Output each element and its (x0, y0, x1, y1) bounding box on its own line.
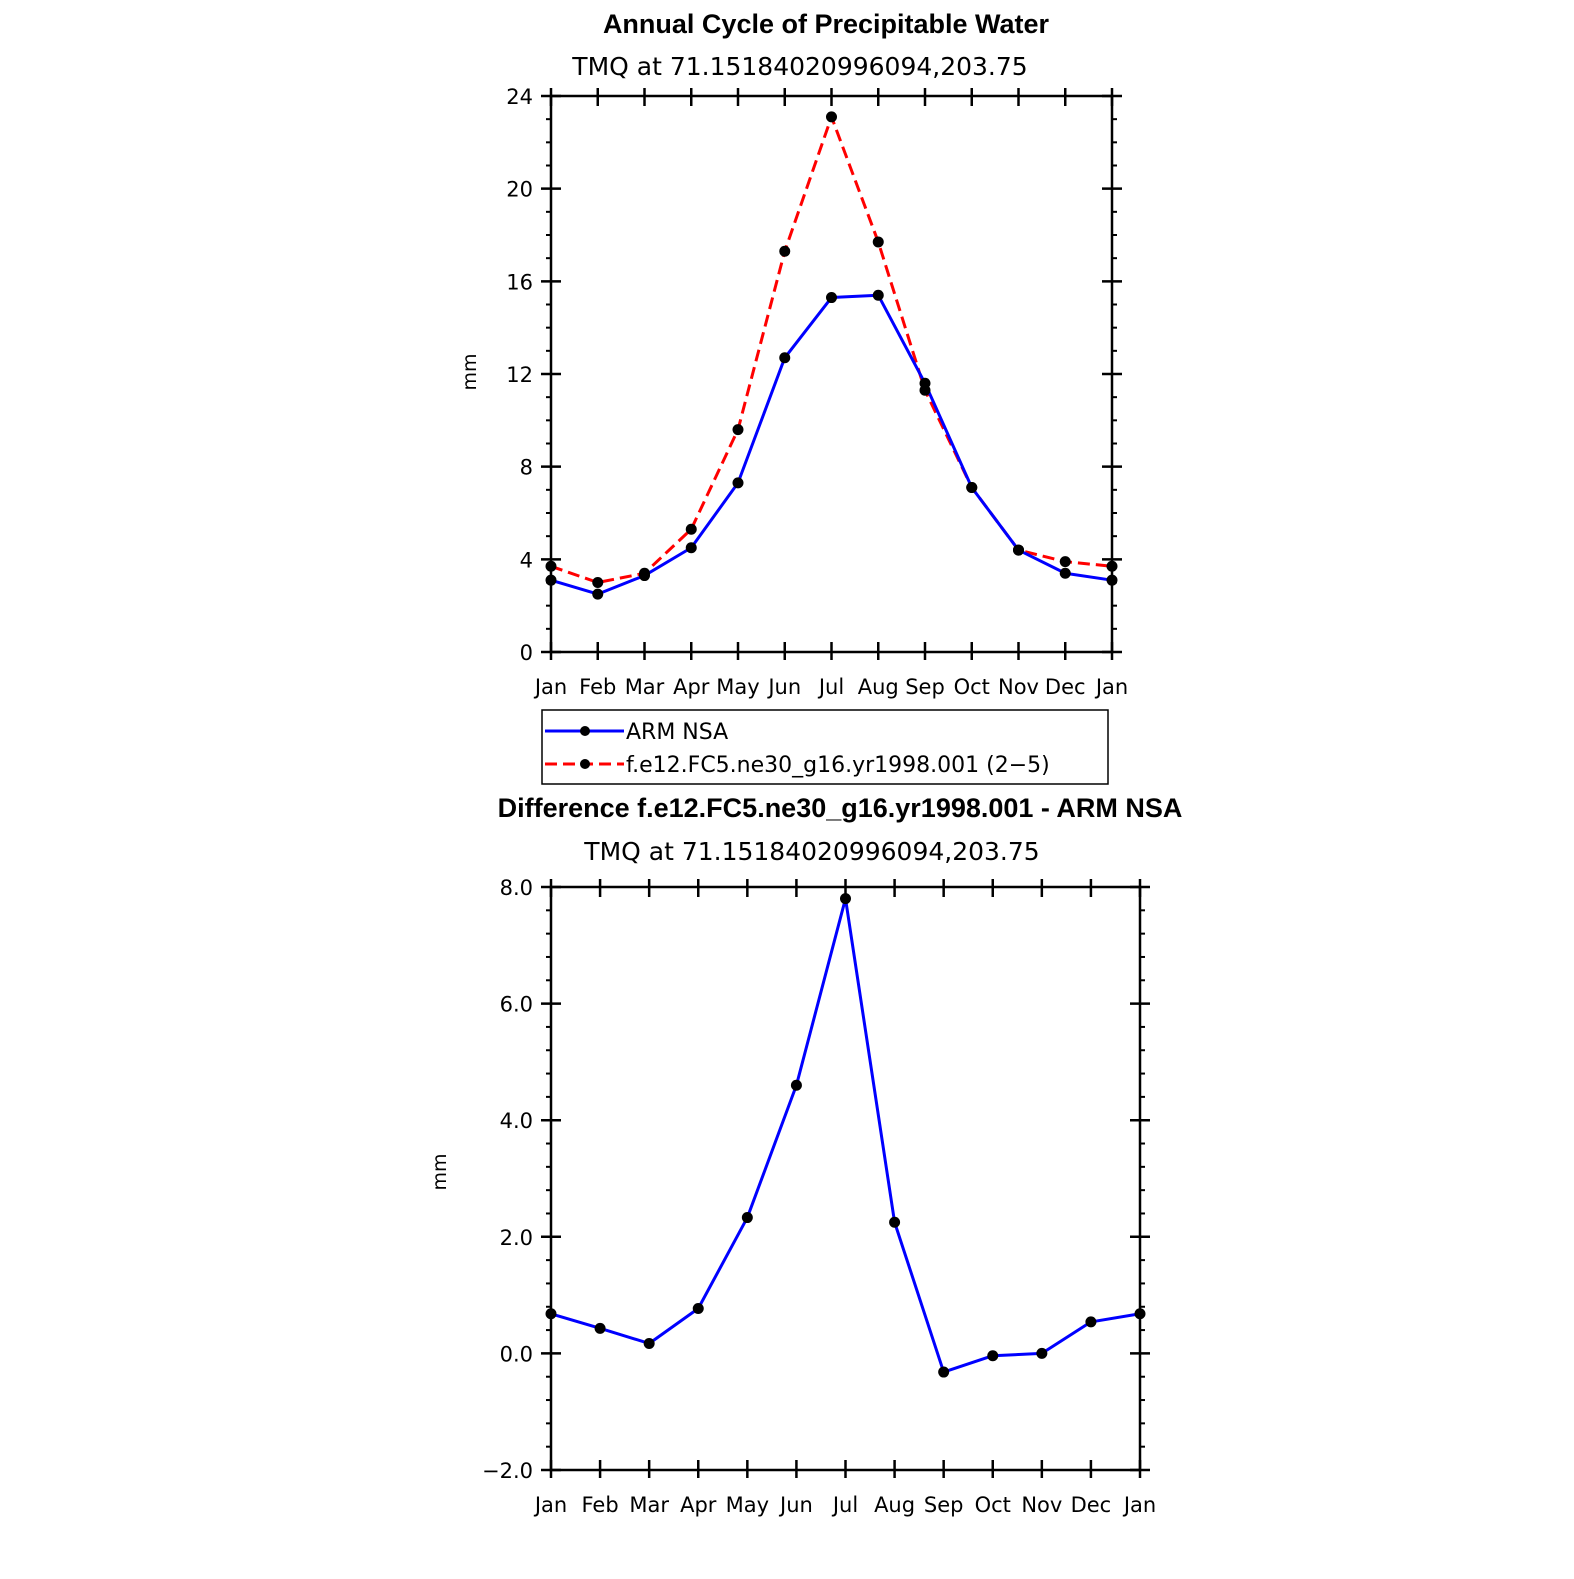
x-tick-label: Aug (874, 1493, 915, 1517)
y-tick-label: 12 (506, 363, 533, 387)
data-point (1036, 1347, 1048, 1359)
plot-area: Jan Feb Mar Apr May Jun Jul Aug Sep Oct Nov Dec Jan0… (506, 85, 1128, 699)
data-point (1106, 574, 1118, 586)
x-tick-label: Jul (817, 675, 844, 699)
data-point (685, 542, 697, 554)
legend-box (541, 709, 1109, 785)
data-point (692, 1303, 704, 1315)
legend-label-arm-nsa: ARM NSA (626, 720, 728, 745)
y-tick-label: 0 (520, 641, 533, 665)
data-point (1059, 567, 1071, 579)
x-tick-label: Nov (998, 675, 1039, 699)
x-tick-label: Jun (766, 675, 801, 699)
y-tick-label: 16 (506, 270, 533, 294)
plot-frame (549, 94, 1114, 654)
x-tick-label: Apr (680, 1493, 717, 1517)
x-tick-label: Jan (1094, 675, 1128, 699)
data-point (545, 574, 557, 586)
x-tick-label: Jun (778, 1493, 813, 1517)
x-tick-label: Jan (533, 675, 567, 699)
y-tick-label: 8 (520, 456, 533, 480)
data-point (592, 588, 604, 600)
x-tick-label: May (716, 675, 759, 699)
series-line (550, 293, 1113, 596)
x-tick-label: Nov (1021, 1493, 1062, 1517)
plot-area: Jan Feb Mar Apr May Jun Jul Aug Sep Oct Nov Dec Jan−… (482, 876, 1156, 1517)
data-point (872, 289, 884, 301)
x-tick-label: Jul (831, 1493, 858, 1517)
data-point (1134, 1308, 1146, 1320)
data-point (545, 560, 557, 572)
y-tick-label: 6.0 (500, 993, 533, 1017)
series-line (550, 115, 1113, 584)
chart-title: Difference f.e12.FC5.ne30_g16.yr1998.001… (498, 793, 1183, 823)
series-marks (545, 893, 1146, 1378)
x-tick-label: Aug (858, 675, 899, 699)
x-tick-label: May (726, 1493, 769, 1517)
difference-panel: Difference f.e12.FC5.ne30_g16.yr1998.001… (429, 793, 1182, 1517)
chart-title: Annual Cycle of Precipitable Water (603, 9, 1050, 39)
data-point (732, 477, 744, 489)
data-point (741, 1212, 753, 1224)
data-point (1106, 560, 1118, 572)
y-tick-label: −2.0 (482, 1459, 533, 1483)
data-point (790, 1079, 802, 1091)
x-tick-label: Jan (1122, 1493, 1156, 1517)
data-point (592, 577, 604, 588)
data-point (1013, 544, 1024, 556)
data-point (779, 245, 791, 257)
x-tick-label: Sep (924, 1493, 964, 1517)
data-point (826, 292, 837, 304)
data-point (545, 1308, 557, 1320)
x-tick-label: Feb (579, 675, 616, 699)
y-tick-label: 8.0 (500, 876, 533, 900)
x-tick-label: Sep (905, 675, 945, 699)
y-tick-label: 24 (506, 85, 533, 109)
data-point (987, 1350, 999, 1362)
y-tick-label: 20 (506, 178, 533, 202)
y-axis-label: mm (459, 353, 481, 390)
data-point (840, 893, 851, 905)
series-line (550, 897, 1141, 1374)
y-tick-label: 2.0 (500, 1226, 533, 1250)
data-point (872, 236, 884, 248)
x-tick-label: Mar (625, 675, 665, 699)
legend-label-model: f.e12.FC5.ne30_g16.yr1998.001 (2−5) (626, 753, 1050, 778)
data-point (938, 1366, 950, 1378)
data-point (889, 1216, 901, 1228)
data-point (1085, 1316, 1097, 1328)
y-tick-label: 0.0 (500, 1342, 533, 1366)
series-marks (545, 111, 1118, 600)
x-tick-label: Dec (1045, 675, 1086, 699)
x-tick-label: Feb (581, 1493, 618, 1517)
annual-cycle-panel: Annual Cycle of Precipitable Water TMQ a… (459, 9, 1128, 785)
data-point (826, 111, 837, 123)
data-point (1059, 556, 1071, 568)
plot-frame (549, 885, 1142, 1472)
data-point (594, 1322, 606, 1334)
x-tick-label: Dec (1071, 1493, 1112, 1517)
data-point (639, 567, 650, 579)
data-point (643, 1337, 655, 1349)
legend: ARM NSA f.e12.FC5.ne30_g16.yr1998.001 (2… (541, 709, 1109, 785)
chart-subtitle: TMQ at 71.15184020996094,203.75 (583, 837, 1039, 866)
y-tick-label: 4.0 (500, 1109, 533, 1133)
x-tick-label: Oct (975, 1493, 1011, 1517)
data-point (779, 352, 791, 364)
legend-marker-model (580, 759, 590, 769)
x-tick-label: Apr (673, 675, 710, 699)
chart-subtitle: TMQ at 71.15184020996094,203.75 (571, 52, 1027, 81)
data-point (732, 424, 744, 436)
data-point (966, 482, 978, 494)
data-point (919, 384, 931, 396)
x-tick-label: Oct (954, 675, 990, 699)
x-tick-label: Mar (629, 1493, 669, 1517)
legend-marker-arm-nsa (580, 726, 590, 736)
y-tick-label: 4 (520, 548, 533, 572)
x-tick-label: Jan (533, 1493, 567, 1517)
data-point (685, 523, 697, 535)
y-axis-label: mm (429, 1153, 451, 1190)
